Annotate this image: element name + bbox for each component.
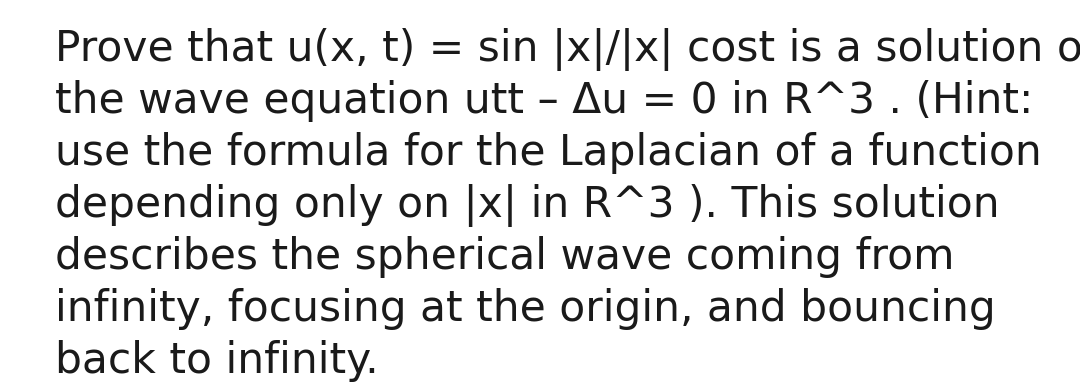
Text: describes the spherical wave coming from: describes the spherical wave coming from bbox=[55, 236, 955, 278]
Text: infinity, focusing at the origin, and bouncing: infinity, focusing at the origin, and bo… bbox=[55, 288, 996, 330]
Text: use the formula for the Laplacian of a function: use the formula for the Laplacian of a f… bbox=[55, 132, 1042, 174]
Text: the wave equation utt – Δu = 0 in R^3 . (Hint:: the wave equation utt – Δu = 0 in R^3 . … bbox=[55, 80, 1034, 122]
Text: Prove that u(x, t) = sin |x|/|x| cost is a solution of: Prove that u(x, t) = sin |x|/|x| cost is… bbox=[55, 28, 1080, 71]
Text: depending only on |x| in R^3 ). This solution: depending only on |x| in R^3 ). This sol… bbox=[55, 184, 1000, 227]
Text: back to infinity.: back to infinity. bbox=[55, 340, 379, 382]
